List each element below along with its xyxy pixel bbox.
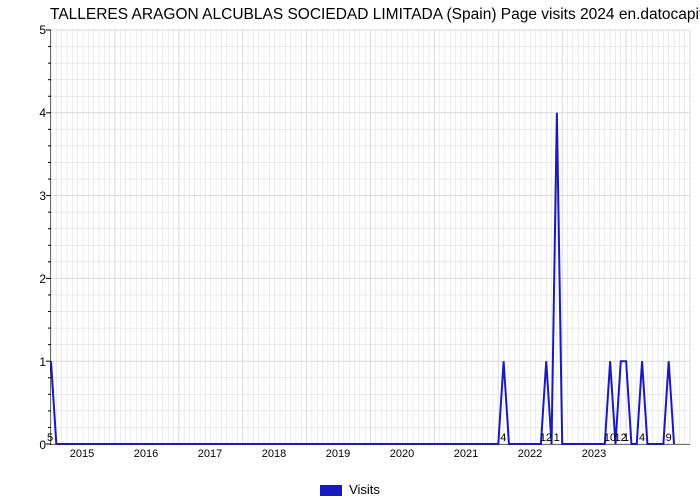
- x-minor-label: 9: [666, 432, 672, 444]
- x-tick-label: 2022: [518, 448, 542, 460]
- legend-swatch: [320, 485, 342, 496]
- legend: Visits: [0, 482, 700, 497]
- x-tick-label: 2018: [262, 448, 286, 460]
- x-minor-label: 1: [623, 432, 629, 444]
- y-tick-label: 0: [39, 438, 46, 452]
- y-tick-label: 1: [39, 355, 46, 369]
- x-minor-label: 1: [554, 432, 560, 444]
- x-minor-label: 4: [500, 432, 506, 444]
- y-tick-label: 3: [39, 189, 46, 203]
- x-minor-label: 12: [540, 432, 552, 444]
- x-tick-label: 2016: [134, 448, 158, 460]
- x-tick-label: 2021: [454, 448, 478, 460]
- x-tick-label: 2015: [70, 448, 94, 460]
- x-tick-label: 2019: [326, 448, 350, 460]
- chart-svg: [51, 30, 690, 444]
- plot-area: [50, 30, 690, 445]
- x-minor-label: 5: [47, 432, 53, 444]
- x-tick-label: 2023: [582, 448, 606, 460]
- x-tick-label: 2020: [390, 448, 414, 460]
- x-tick-label: 2017: [198, 448, 222, 460]
- y-tick-label: 4: [39, 106, 46, 120]
- y-tick-label: 2: [39, 272, 46, 286]
- legend-label: Visits: [349, 482, 380, 497]
- x-minor-label: 4: [639, 432, 645, 444]
- y-tick-label: 5: [39, 23, 46, 37]
- chart-title: TALLERES ARAGON ALCUBLAS SOCIEDAD LIMITA…: [50, 6, 700, 24]
